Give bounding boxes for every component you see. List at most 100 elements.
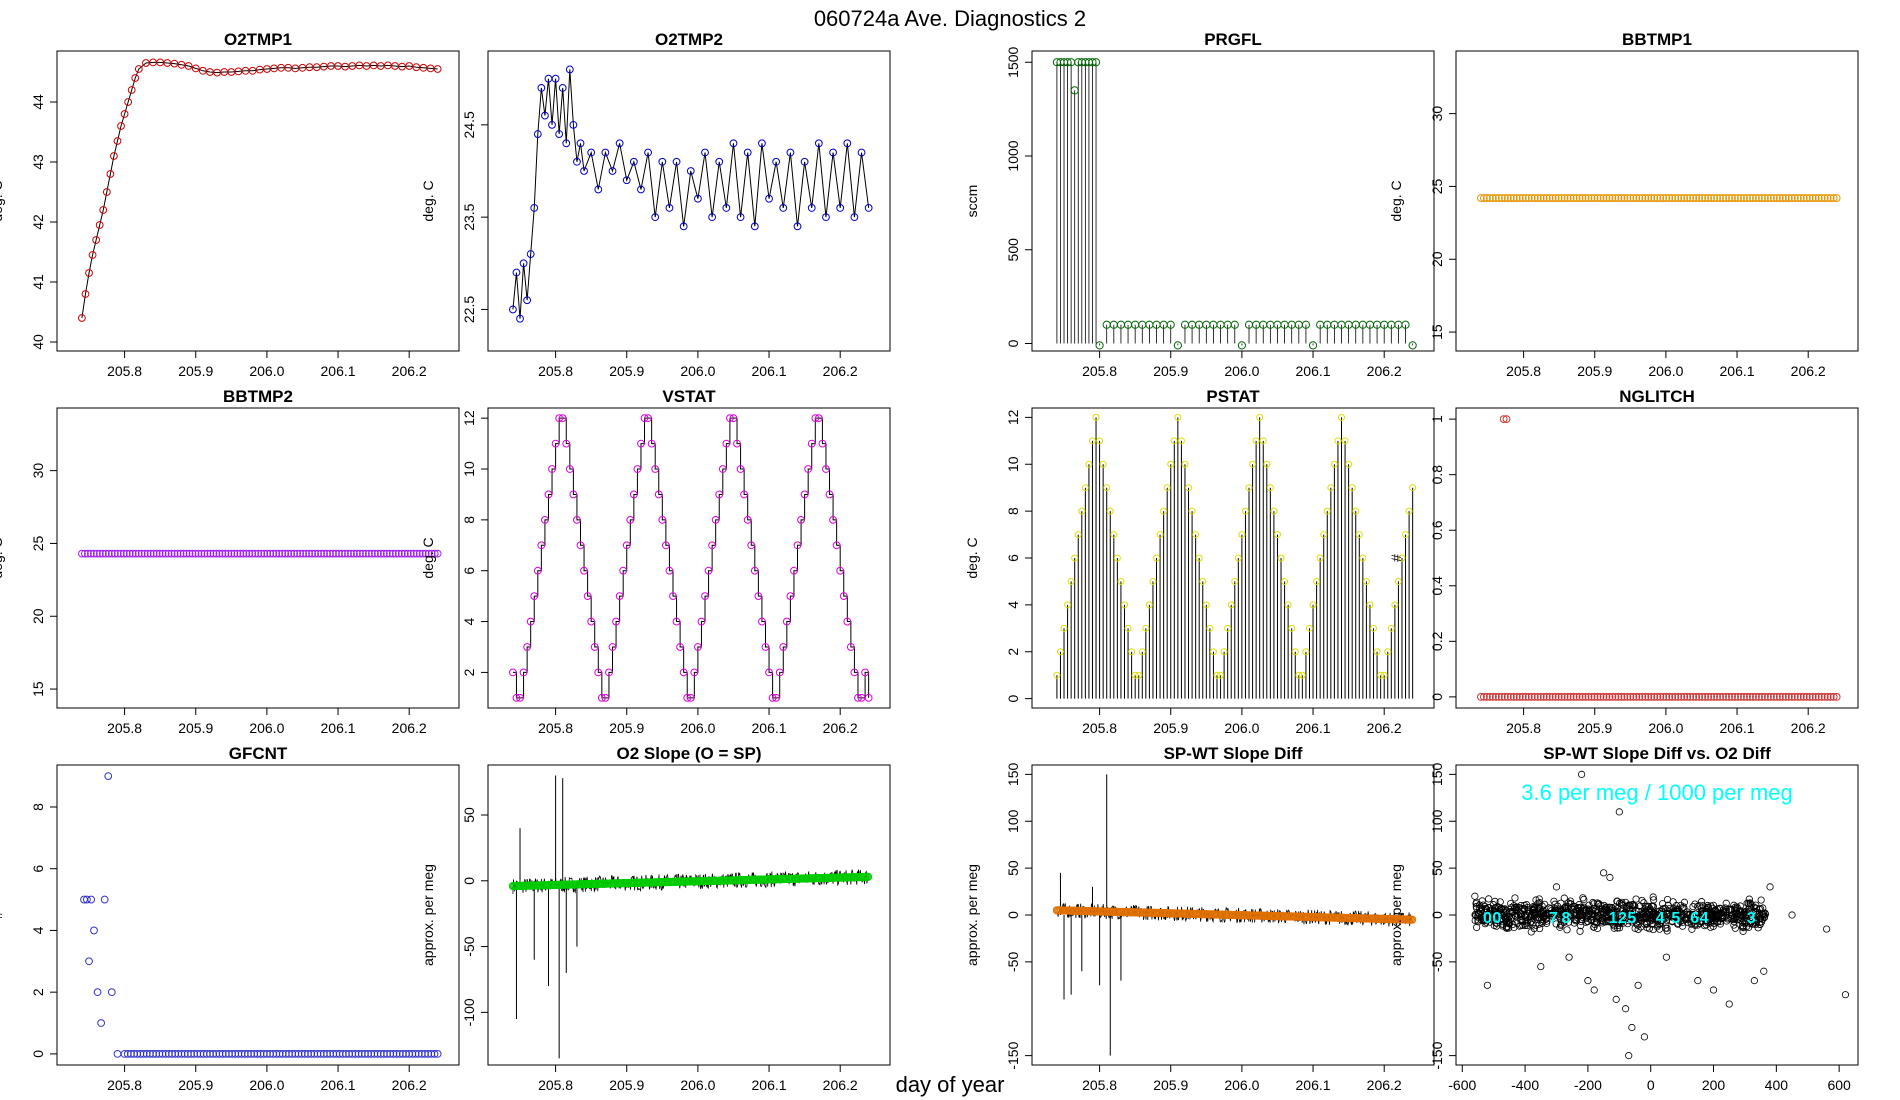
plot-frame — [56, 50, 460, 352]
scatter-point — [1615, 919, 1623, 928]
scatter-point — [1636, 913, 1644, 921]
data-point — [1477, 692, 1485, 701]
data-point — [509, 305, 517, 314]
y-tick-label: 0 — [1429, 911, 1445, 919]
data-point — [1578, 194, 1587, 202]
data-point — [1737, 692, 1745, 701]
data-point — [224, 549, 233, 558]
data-point — [1778, 692, 1787, 701]
data-point — [1482, 194, 1491, 202]
data-point — [1103, 484, 1111, 492]
y-axis-label: deg. C — [420, 180, 436, 221]
data-point — [1599, 194, 1608, 202]
data-point — [850, 213, 859, 222]
data-point — [1482, 692, 1491, 701]
data-point — [197, 549, 206, 558]
data-point — [1485, 692, 1494, 701]
data-point — [1348, 484, 1356, 492]
y-tick-label: 25 — [1429, 178, 1445, 194]
scatter-point — [1590, 900, 1598, 908]
data-point — [1743, 692, 1751, 701]
scatter-point — [1562, 902, 1570, 910]
scatter-point — [1655, 925, 1664, 933]
data-point — [565, 65, 574, 74]
data-point — [658, 515, 667, 524]
scatter-point — [1542, 910, 1551, 918]
data-point — [1509, 692, 1518, 701]
data-point — [1056, 648, 1064, 656]
data-point — [385, 549, 394, 558]
data-point — [1593, 692, 1602, 701]
data-point — [430, 549, 439, 558]
data-point — [1805, 194, 1814, 202]
data-point — [78, 314, 86, 322]
data-point — [86, 549, 95, 558]
scatter-point — [1682, 914, 1690, 922]
x-tick-label: 206.2 — [392, 1077, 427, 1093]
data-point — [1542, 692, 1551, 701]
data-point — [1746, 692, 1754, 701]
data-point — [708, 541, 717, 550]
data-point — [686, 693, 695, 702]
x-tick-label: 205.9 — [178, 363, 213, 379]
x-tick-label: 206.2 — [392, 720, 427, 736]
data-point — [1710, 194, 1718, 202]
scatter-point — [1491, 897, 1499, 905]
scatter-point — [1538, 917, 1547, 926]
data-point — [394, 549, 403, 558]
data-point — [615, 139, 624, 148]
data-point — [1542, 194, 1551, 202]
data-point — [1826, 692, 1835, 701]
data-point — [1256, 413, 1264, 421]
data-point — [290, 549, 299, 558]
data-point — [185, 549, 194, 558]
scatter-point — [1715, 911, 1723, 919]
data-point — [1355, 531, 1363, 539]
data-point — [1512, 194, 1521, 202]
scatter-point — [1664, 901, 1672, 909]
data-point — [679, 222, 688, 231]
data-point — [1120, 601, 1128, 609]
data-point — [1053, 671, 1061, 679]
data-point — [843, 617, 852, 626]
scatter-point — [1698, 908, 1706, 916]
data-point — [194, 549, 203, 558]
data-point — [1713, 194, 1721, 202]
x-tick-label: 206.2 — [1367, 720, 1402, 736]
data-point — [424, 549, 433, 558]
scatter-point — [1550, 897, 1558, 905]
data-point — [1153, 554, 1161, 562]
data-point — [362, 549, 370, 558]
scatter-point — [1475, 909, 1483, 917]
scatter-point — [1605, 913, 1613, 921]
scatter-point — [1485, 895, 1493, 903]
data-point — [644, 414, 652, 423]
scatter-point — [1722, 907, 1730, 916]
data-point — [1131, 671, 1139, 679]
data-point — [263, 549, 272, 558]
data-point — [1808, 194, 1817, 202]
data-point — [1755, 194, 1763, 202]
scatter-point — [1481, 902, 1489, 911]
data-point — [1323, 507, 1331, 515]
data-point — [134, 549, 143, 558]
data-point — [1644, 194, 1653, 202]
y-axis-label: deg. C — [0, 180, 5, 221]
data-point — [82, 895, 91, 904]
data-point — [622, 541, 631, 550]
data-point — [1288, 624, 1296, 632]
plot-frame — [56, 407, 460, 709]
scatter-point — [1745, 923, 1753, 932]
y-tick-label: 40 — [30, 334, 46, 350]
data-point — [861, 668, 869, 677]
data-point — [779, 643, 788, 651]
scatter-point — [1704, 916, 1712, 924]
data-point — [790, 566, 798, 575]
data-point — [562, 439, 571, 448]
y-tick-label: 30 — [30, 463, 46, 479]
data-point — [1301, 320, 1311, 329]
scatter-point — [1613, 897, 1621, 905]
data-point — [1518, 692, 1527, 701]
data-point — [818, 439, 827, 448]
scatter-point — [1560, 894, 1568, 902]
